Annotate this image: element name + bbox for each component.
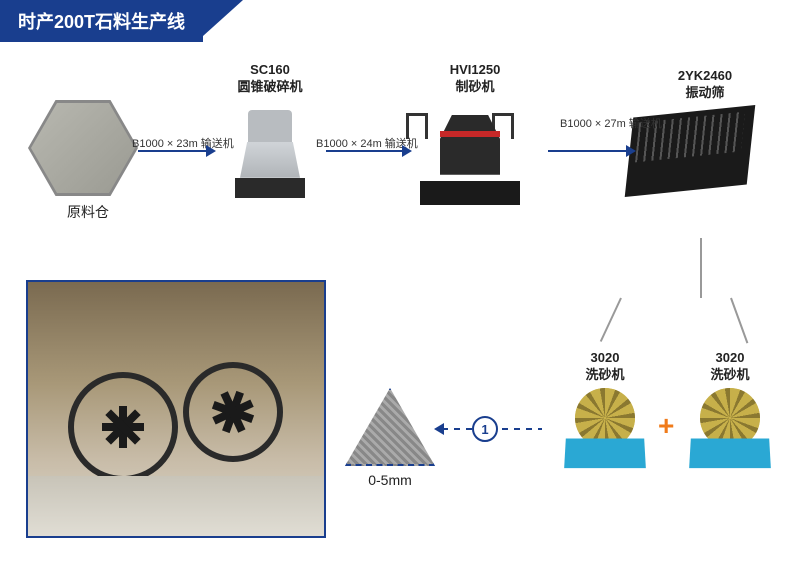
photo-wheel-1 (68, 372, 178, 482)
conveyor-1-label: B1000 × 23m 输送机 (132, 135, 234, 151)
node-vibrating-screen: 2YK2460振动筛 (630, 68, 780, 196)
node-washer-2: 3020洗砂机 (680, 350, 780, 468)
photo-wheel-2 (183, 362, 283, 462)
plus-icon: + (658, 410, 674, 442)
sand-maker-icon (400, 100, 520, 210)
arrow-1 (138, 150, 208, 152)
page-title: 时产200T石料生产线 (0, 0, 203, 42)
washer-1-icon (560, 388, 650, 468)
washer-2-icon (685, 388, 775, 468)
conveyor-3-label: B1000 × 27m 输送机 (560, 115, 662, 131)
site-photo (26, 280, 326, 538)
split-right (730, 298, 748, 344)
split-line (700, 238, 702, 298)
flow-canvas: 原料仓 SC160圆锥破碎机 HVI1250制砂机 2YK2460振动筛 B10… (0, 40, 800, 580)
output-label: 0-5mm (340, 472, 440, 488)
cone-crusher-icon (210, 100, 330, 210)
raw-hex-icon (28, 100, 138, 196)
step-badge-1: 1 (472, 416, 498, 442)
split-left (600, 298, 622, 342)
node-washer-1: 3020洗砂机 (555, 350, 655, 468)
photo-ground (28, 476, 324, 536)
screen-model: 2YK2460振动筛 (630, 68, 780, 102)
sand-model: HVI1250制砂机 (400, 62, 550, 96)
node-output: 0-5mm (340, 388, 440, 488)
cone-model: SC160圆锥破碎机 (210, 62, 330, 96)
arrow-2 (326, 150, 404, 152)
node-raw-material: 原料仓 (28, 100, 148, 222)
washer2-model: 3020洗砂机 (680, 350, 780, 384)
raw-label: 原料仓 (28, 202, 148, 222)
arrow-3 (548, 150, 628, 152)
washer1-model: 3020洗砂机 (555, 350, 655, 384)
output-pile-icon (345, 388, 435, 466)
node-sand-maker: HVI1250制砂机 (400, 62, 550, 210)
